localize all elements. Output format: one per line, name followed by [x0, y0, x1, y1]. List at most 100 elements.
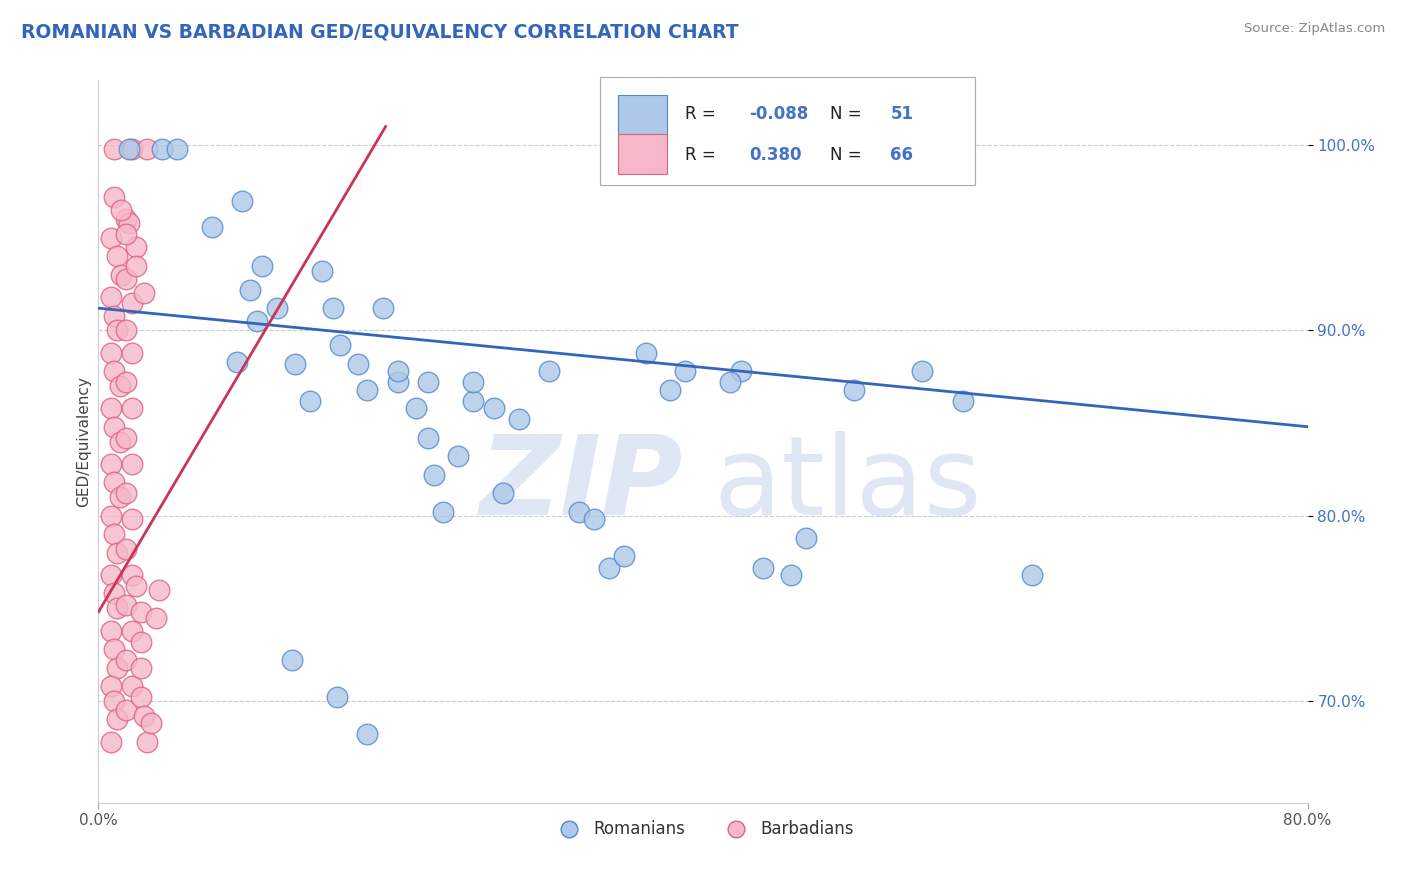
Point — [108, 490, 131, 504]
Point — [329, 338, 352, 352]
FancyBboxPatch shape — [600, 77, 976, 185]
Point — [730, 364, 752, 378]
Point — [634, 345, 657, 359]
Point — [779, 568, 801, 582]
Point — [103, 364, 125, 378]
Point — [108, 434, 131, 449]
Point — [752, 560, 775, 574]
Point — [114, 653, 136, 667]
Point — [326, 690, 349, 705]
Point — [508, 412, 530, 426]
Point — [121, 512, 143, 526]
Point — [250, 259, 273, 273]
Point — [141, 716, 163, 731]
Point — [100, 401, 122, 416]
Point — [148, 582, 170, 597]
Point — [463, 376, 485, 390]
FancyBboxPatch shape — [619, 95, 666, 135]
Point — [100, 457, 122, 471]
Point — [121, 142, 143, 156]
Y-axis label: GED/Equivalency: GED/Equivalency — [76, 376, 91, 507]
Text: N =: N = — [830, 145, 868, 164]
Text: ZIP: ZIP — [481, 432, 683, 539]
Point — [145, 610, 167, 624]
Point — [100, 568, 122, 582]
Point — [387, 364, 409, 378]
Point — [100, 290, 122, 304]
Point — [129, 690, 152, 705]
Point — [322, 301, 344, 315]
Point — [103, 309, 125, 323]
Point — [583, 512, 606, 526]
Point — [135, 142, 157, 156]
Point — [598, 560, 620, 574]
Point — [105, 323, 128, 337]
Point — [129, 605, 152, 619]
Point — [166, 142, 188, 156]
Point — [100, 624, 122, 638]
Legend: Romanians, Barbadians: Romanians, Barbadians — [546, 814, 860, 845]
Point — [114, 703, 136, 717]
Point — [114, 323, 136, 337]
Point — [794, 531, 817, 545]
Point — [132, 708, 155, 723]
Point — [284, 357, 307, 371]
Point — [952, 393, 974, 408]
Point — [100, 345, 122, 359]
Point — [347, 357, 370, 371]
Point — [105, 249, 128, 263]
Point — [537, 364, 560, 378]
Point — [492, 486, 515, 500]
Point — [371, 301, 394, 315]
Point — [387, 376, 409, 390]
Point — [103, 694, 125, 708]
Point — [100, 734, 122, 748]
Text: 66: 66 — [890, 145, 914, 164]
Point — [299, 393, 322, 408]
Point — [110, 202, 132, 217]
Point — [311, 264, 333, 278]
Point — [231, 194, 253, 208]
FancyBboxPatch shape — [619, 135, 666, 174]
Point — [266, 301, 288, 315]
Point — [129, 634, 152, 648]
Point — [911, 364, 934, 378]
Point — [484, 401, 506, 416]
Point — [447, 450, 470, 464]
Point — [405, 401, 427, 416]
Point — [105, 660, 128, 674]
Point — [416, 376, 439, 390]
Point — [463, 393, 485, 408]
Point — [135, 734, 157, 748]
Point — [103, 419, 125, 434]
Point — [118, 142, 141, 156]
Text: N =: N = — [830, 105, 868, 123]
Point — [718, 376, 741, 390]
Point — [239, 283, 262, 297]
Point — [114, 598, 136, 612]
Point — [114, 541, 136, 556]
Text: 0.380: 0.380 — [749, 145, 801, 164]
Point — [100, 231, 122, 245]
Point — [114, 376, 136, 390]
Text: 51: 51 — [890, 105, 914, 123]
Point — [226, 355, 249, 369]
Point — [121, 624, 143, 638]
Point — [132, 286, 155, 301]
Point — [121, 457, 143, 471]
Point — [103, 475, 125, 490]
Text: R =: R = — [685, 145, 721, 164]
Point — [246, 314, 269, 328]
Point — [125, 579, 148, 593]
Point — [105, 601, 128, 615]
Point — [150, 142, 173, 156]
Point — [114, 486, 136, 500]
Point — [118, 216, 141, 230]
Point — [416, 431, 439, 445]
Text: atlas: atlas — [714, 432, 983, 539]
Point — [103, 527, 125, 541]
Point — [103, 642, 125, 657]
Point — [103, 142, 125, 156]
Text: R =: R = — [685, 105, 721, 123]
Point — [844, 383, 866, 397]
